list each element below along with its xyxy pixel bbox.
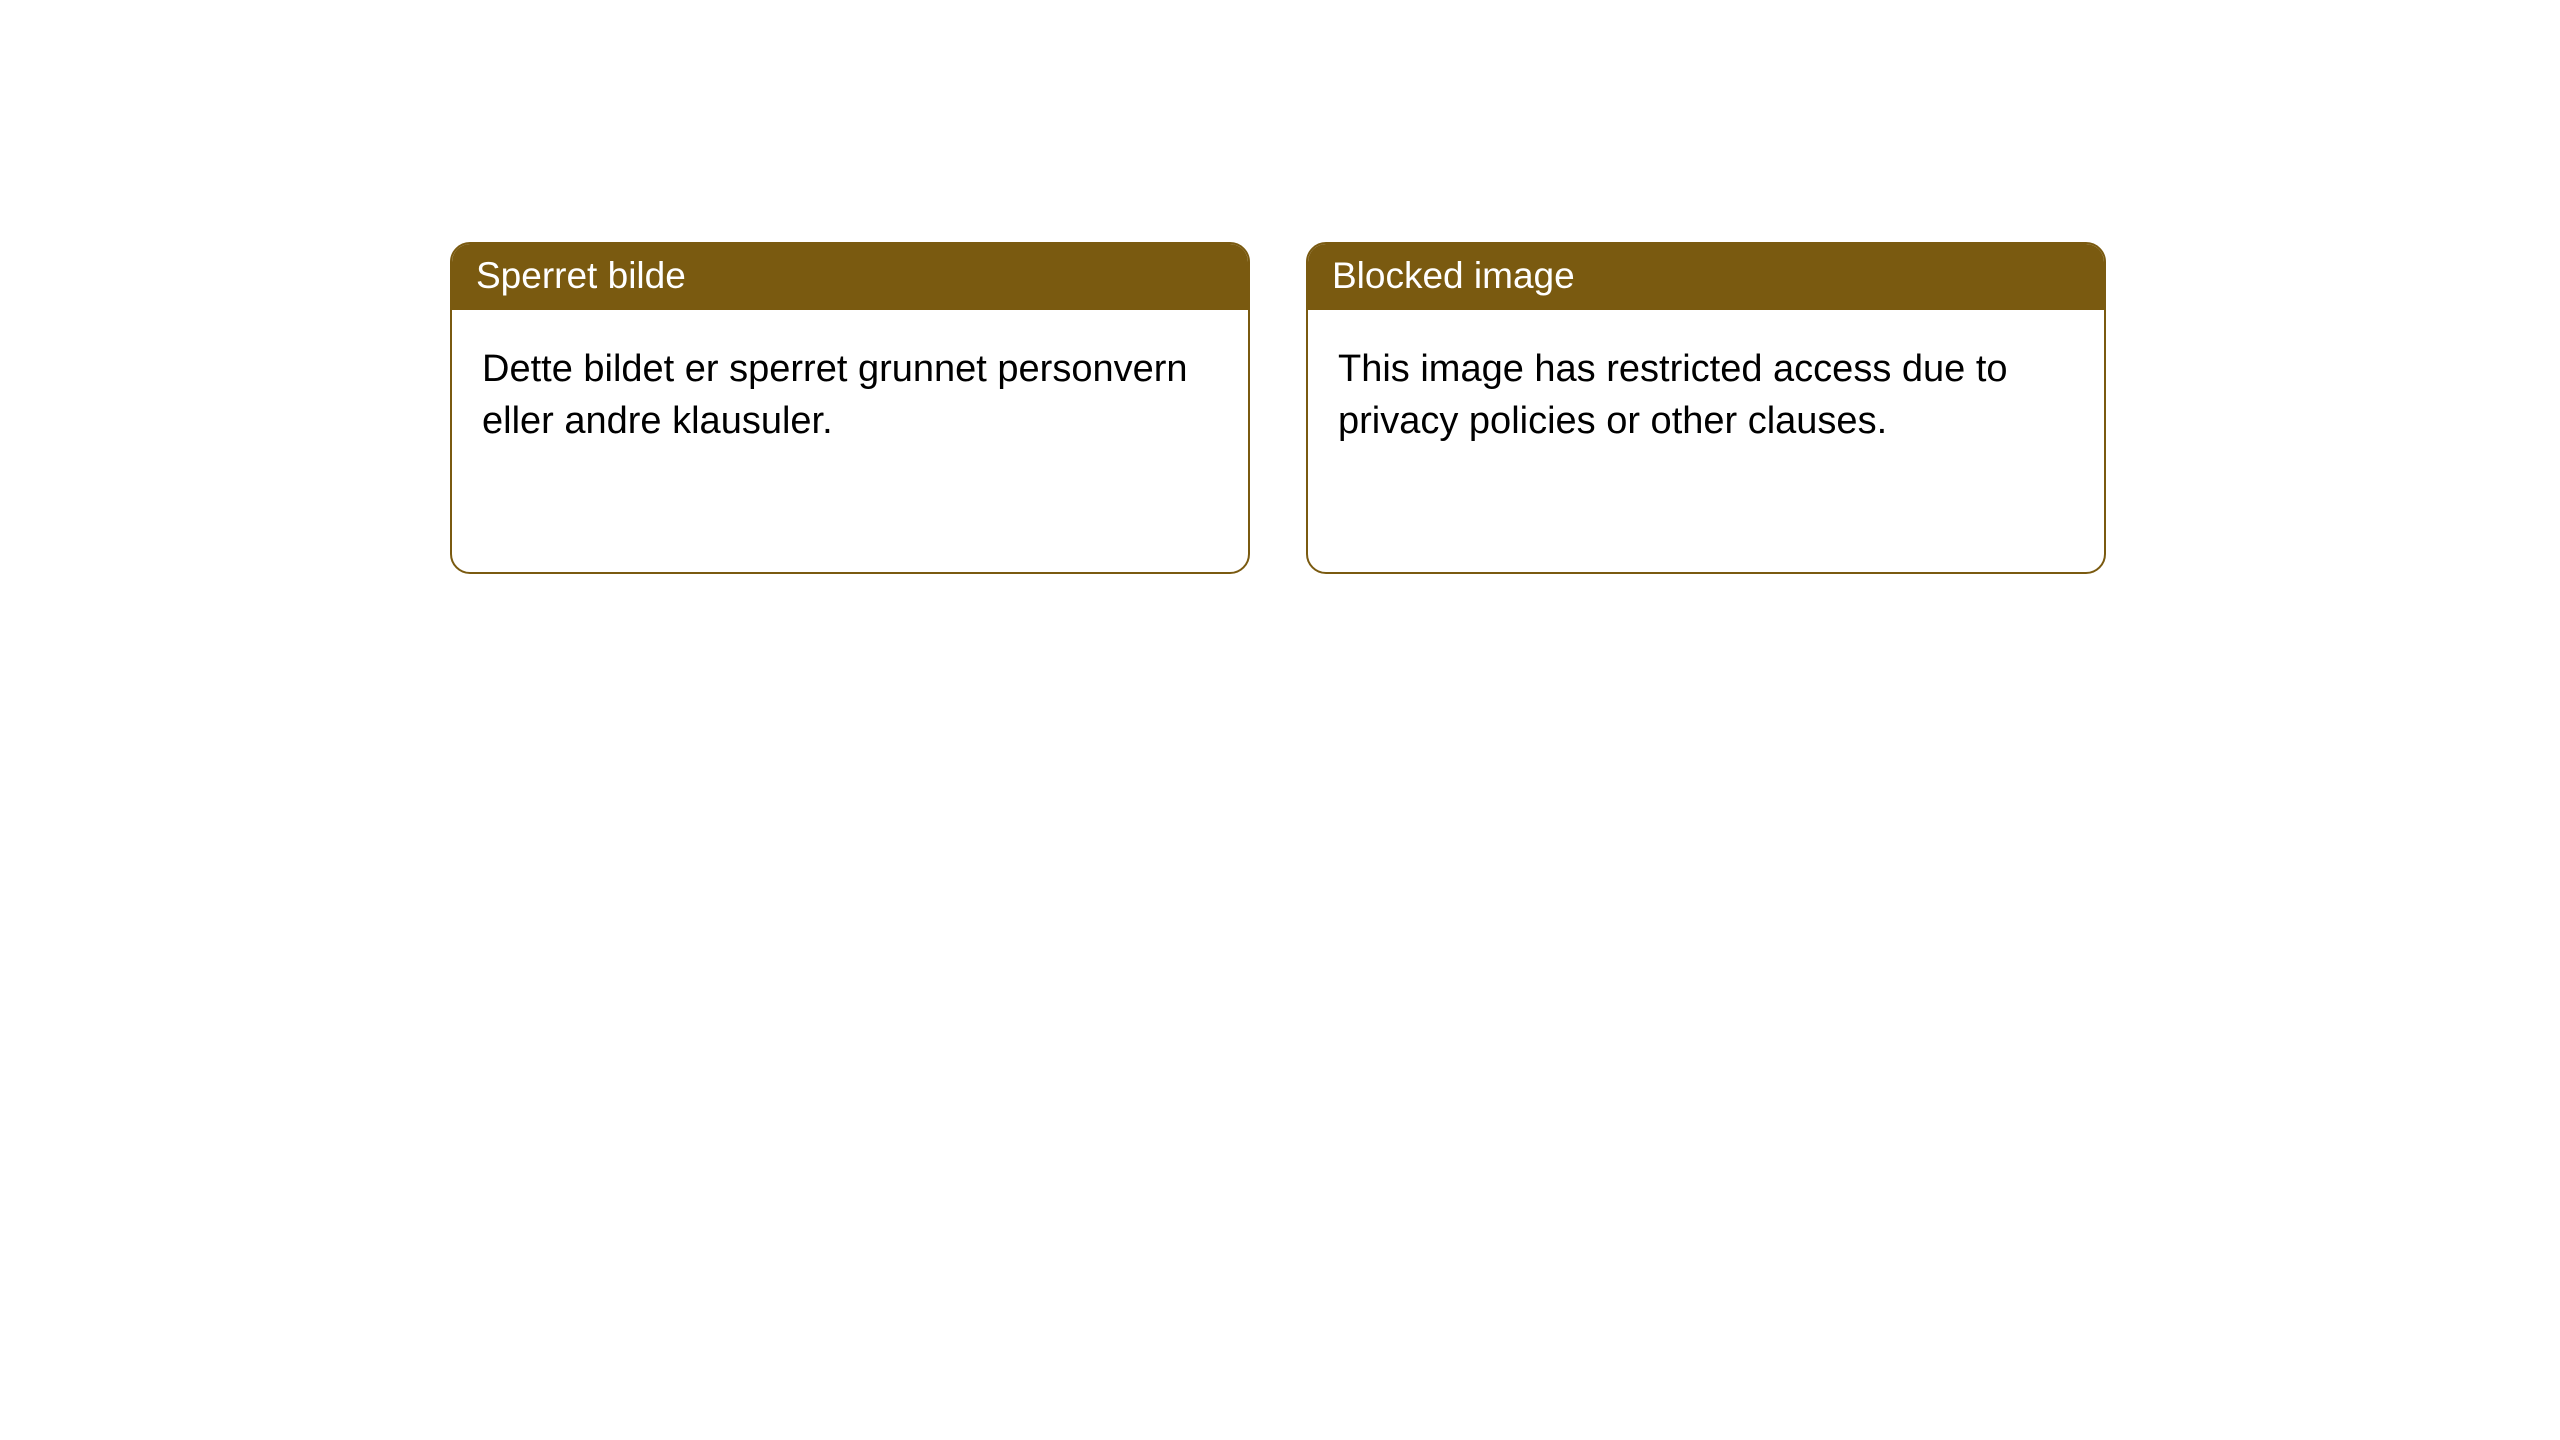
notice-box-norwegian: Sperret bilde Dette bildet er sperret gr… <box>450 242 1250 574</box>
notice-header-norwegian: Sperret bilde <box>452 244 1248 310</box>
notice-header-english: Blocked image <box>1308 244 2104 310</box>
notice-body-english: This image has restricted access due to … <box>1308 310 2104 477</box>
notice-container: Sperret bilde Dette bildet er sperret gr… <box>0 0 2560 574</box>
notice-body-norwegian: Dette bildet er sperret grunnet personve… <box>452 310 1248 477</box>
notice-box-english: Blocked image This image has restricted … <box>1306 242 2106 574</box>
